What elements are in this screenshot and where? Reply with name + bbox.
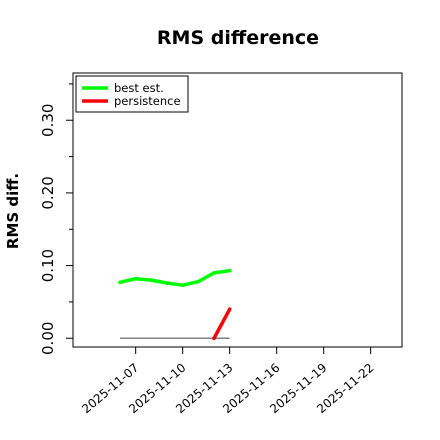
y-tick-label: 0.10	[39, 249, 57, 282]
y-tick-label: 0.00	[39, 322, 57, 355]
legend: best est. persistence	[75, 75, 189, 113]
y-tick-label: 0.20	[39, 176, 57, 209]
data-point-best-est-	[196, 279, 201, 284]
data-point-best-est-	[227, 268, 232, 273]
data-point-persistence	[212, 336, 216, 341]
chart-title: RMS difference	[157, 27, 319, 49]
series-line-best-est-	[118, 268, 232, 287]
data-point-best-est-	[180, 283, 185, 288]
legend-label-best-est: best est.	[114, 81, 164, 95]
series-group	[118, 268, 232, 341]
y-axis-label: RMS diff.	[4, 173, 22, 249]
legend-box	[75, 75, 189, 113]
data-point-best-est-	[212, 271, 216, 275]
y-tick-label: 0.30	[39, 104, 57, 137]
data-point-best-est-	[165, 281, 169, 285]
legend-label-persistence: persistence	[114, 94, 181, 108]
data-point-best-est-	[118, 280, 122, 285]
axes: 0.000.100.200.302025-11-072025-11-102025…	[39, 83, 377, 416]
data-point-best-est-	[133, 276, 138, 281]
data-point-persistence	[227, 307, 232, 312]
series-line-persistence	[212, 307, 232, 341]
data-point-best-est-	[149, 278, 154, 282]
plot-area	[72, 72, 403, 348]
